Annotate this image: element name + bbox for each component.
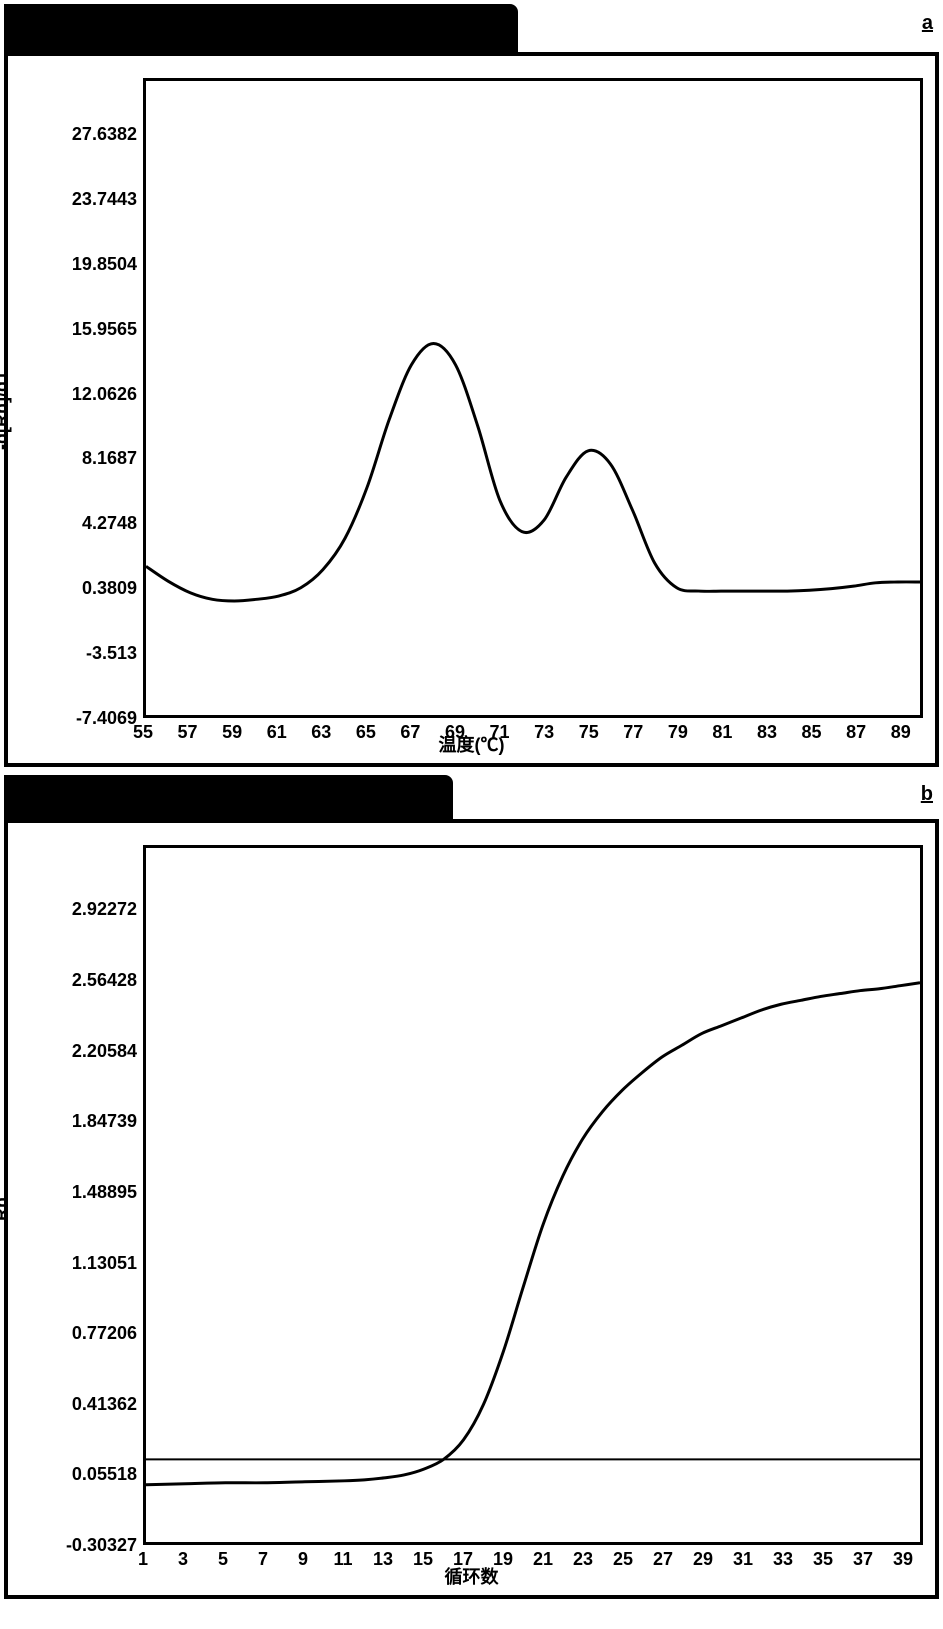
xtick-label: 59 — [222, 722, 242, 743]
xtick-label: 65 — [356, 722, 376, 743]
xtick-label: 87 — [846, 722, 866, 743]
xtick-label: 55 — [133, 722, 153, 743]
xtick-label: 15 — [413, 1549, 433, 1570]
series-curve — [146, 343, 920, 601]
xtick-label: 19 — [493, 1549, 513, 1570]
ytick-label: 27.6382 — [72, 124, 137, 145]
ytick-label: 15.9565 — [72, 319, 137, 340]
xtick-label: 71 — [490, 722, 510, 743]
chart1-ylabel: -d[Rn]/dT — [0, 370, 13, 450]
chart1-plot-area — [143, 78, 923, 718]
xtick-label: 39 — [893, 1549, 913, 1570]
xtick-label: 27 — [653, 1549, 673, 1570]
ytick-label: 2.20584 — [72, 1041, 137, 1062]
xtick-label: 77 — [623, 722, 643, 743]
ytick-label: 1.84739 — [72, 1111, 137, 1132]
xtick-label: 5 — [218, 1549, 228, 1570]
xtick-label: 23 — [573, 1549, 593, 1570]
xtick-label: 17 — [453, 1549, 473, 1570]
ytick-label: 19.8504 — [72, 254, 137, 275]
panel-label-a: a — [922, 12, 933, 35]
chart1-svg — [146, 81, 920, 715]
ytick-label: 4.2748 — [82, 513, 137, 534]
xtick-label: 63 — [311, 722, 331, 743]
xtick-label: 69 — [445, 722, 465, 743]
ytick-label: 0.41362 — [72, 1394, 137, 1415]
xtick-label: 3 — [178, 1549, 188, 1570]
ytick-label: -0.30327 — [66, 1535, 137, 1556]
xtick-label: 57 — [178, 722, 198, 743]
ytick-label: 1.13051 — [72, 1253, 137, 1274]
xtick-label: 9 — [298, 1549, 308, 1570]
xtick-label: 89 — [891, 722, 911, 743]
xtick-label: 35 — [813, 1549, 833, 1570]
xtick-label: 31 — [733, 1549, 753, 1570]
ytick-label: 1.48895 — [72, 1182, 137, 1203]
amplification-panel: b Rn 循环数 2.922722.564282.205841.847391.4… — [4, 775, 939, 1599]
xtick-label: 75 — [579, 722, 599, 743]
ytick-label: 12.0626 — [72, 384, 137, 405]
chart2-ylabel: Rn — [0, 1197, 13, 1221]
ytick-label: 0.77206 — [72, 1323, 137, 1344]
xtick-label: 21 — [533, 1549, 553, 1570]
ytick-label: 23.7443 — [72, 189, 137, 210]
ytick-label: -7.4069 — [76, 708, 137, 729]
chart-box-1: -d[Rn]/dT 温度(℃) 27.638223.744319.850415.… — [4, 52, 939, 767]
ytick-label: 0.3809 — [82, 578, 137, 599]
chart2-plot-area — [143, 845, 923, 1545]
xtick-label: 7 — [258, 1549, 268, 1570]
xtick-label: 1 — [138, 1549, 148, 1570]
panel-title-bar — [4, 4, 518, 52]
xtick-label: 25 — [613, 1549, 633, 1570]
panel-title-bar-2 — [4, 775, 453, 819]
chart-box-2: Rn 循环数 2.922722.564282.205841.847391.488… — [4, 819, 939, 1599]
xtick-label: 29 — [693, 1549, 713, 1570]
xtick-label: 81 — [712, 722, 732, 743]
xtick-label: 73 — [534, 722, 554, 743]
xtick-label: 61 — [267, 722, 287, 743]
ytick-label: 8.1687 — [82, 448, 137, 469]
xtick-label: 11 — [333, 1549, 352, 1570]
chart2-svg — [146, 848, 920, 1542]
xtick-label: 85 — [802, 722, 822, 743]
xtick-label: 79 — [668, 722, 688, 743]
xtick-label: 33 — [773, 1549, 793, 1570]
xtick-label: 83 — [757, 722, 777, 743]
xtick-label: 13 — [373, 1549, 393, 1570]
melt-curve-panel: a -d[Rn]/dT 温度(℃) 27.638223.744319.85041… — [4, 4, 939, 767]
ytick-label: 2.92272 — [72, 899, 137, 920]
ytick-label: -3.513 — [86, 643, 137, 664]
xtick-label: 37 — [853, 1549, 873, 1570]
series-curve — [146, 983, 920, 1485]
ytick-label: 2.56428 — [72, 970, 137, 991]
ytick-label: 0.05518 — [72, 1464, 137, 1485]
panel-label-b: b — [921, 783, 933, 806]
xtick-label: 67 — [400, 722, 420, 743]
